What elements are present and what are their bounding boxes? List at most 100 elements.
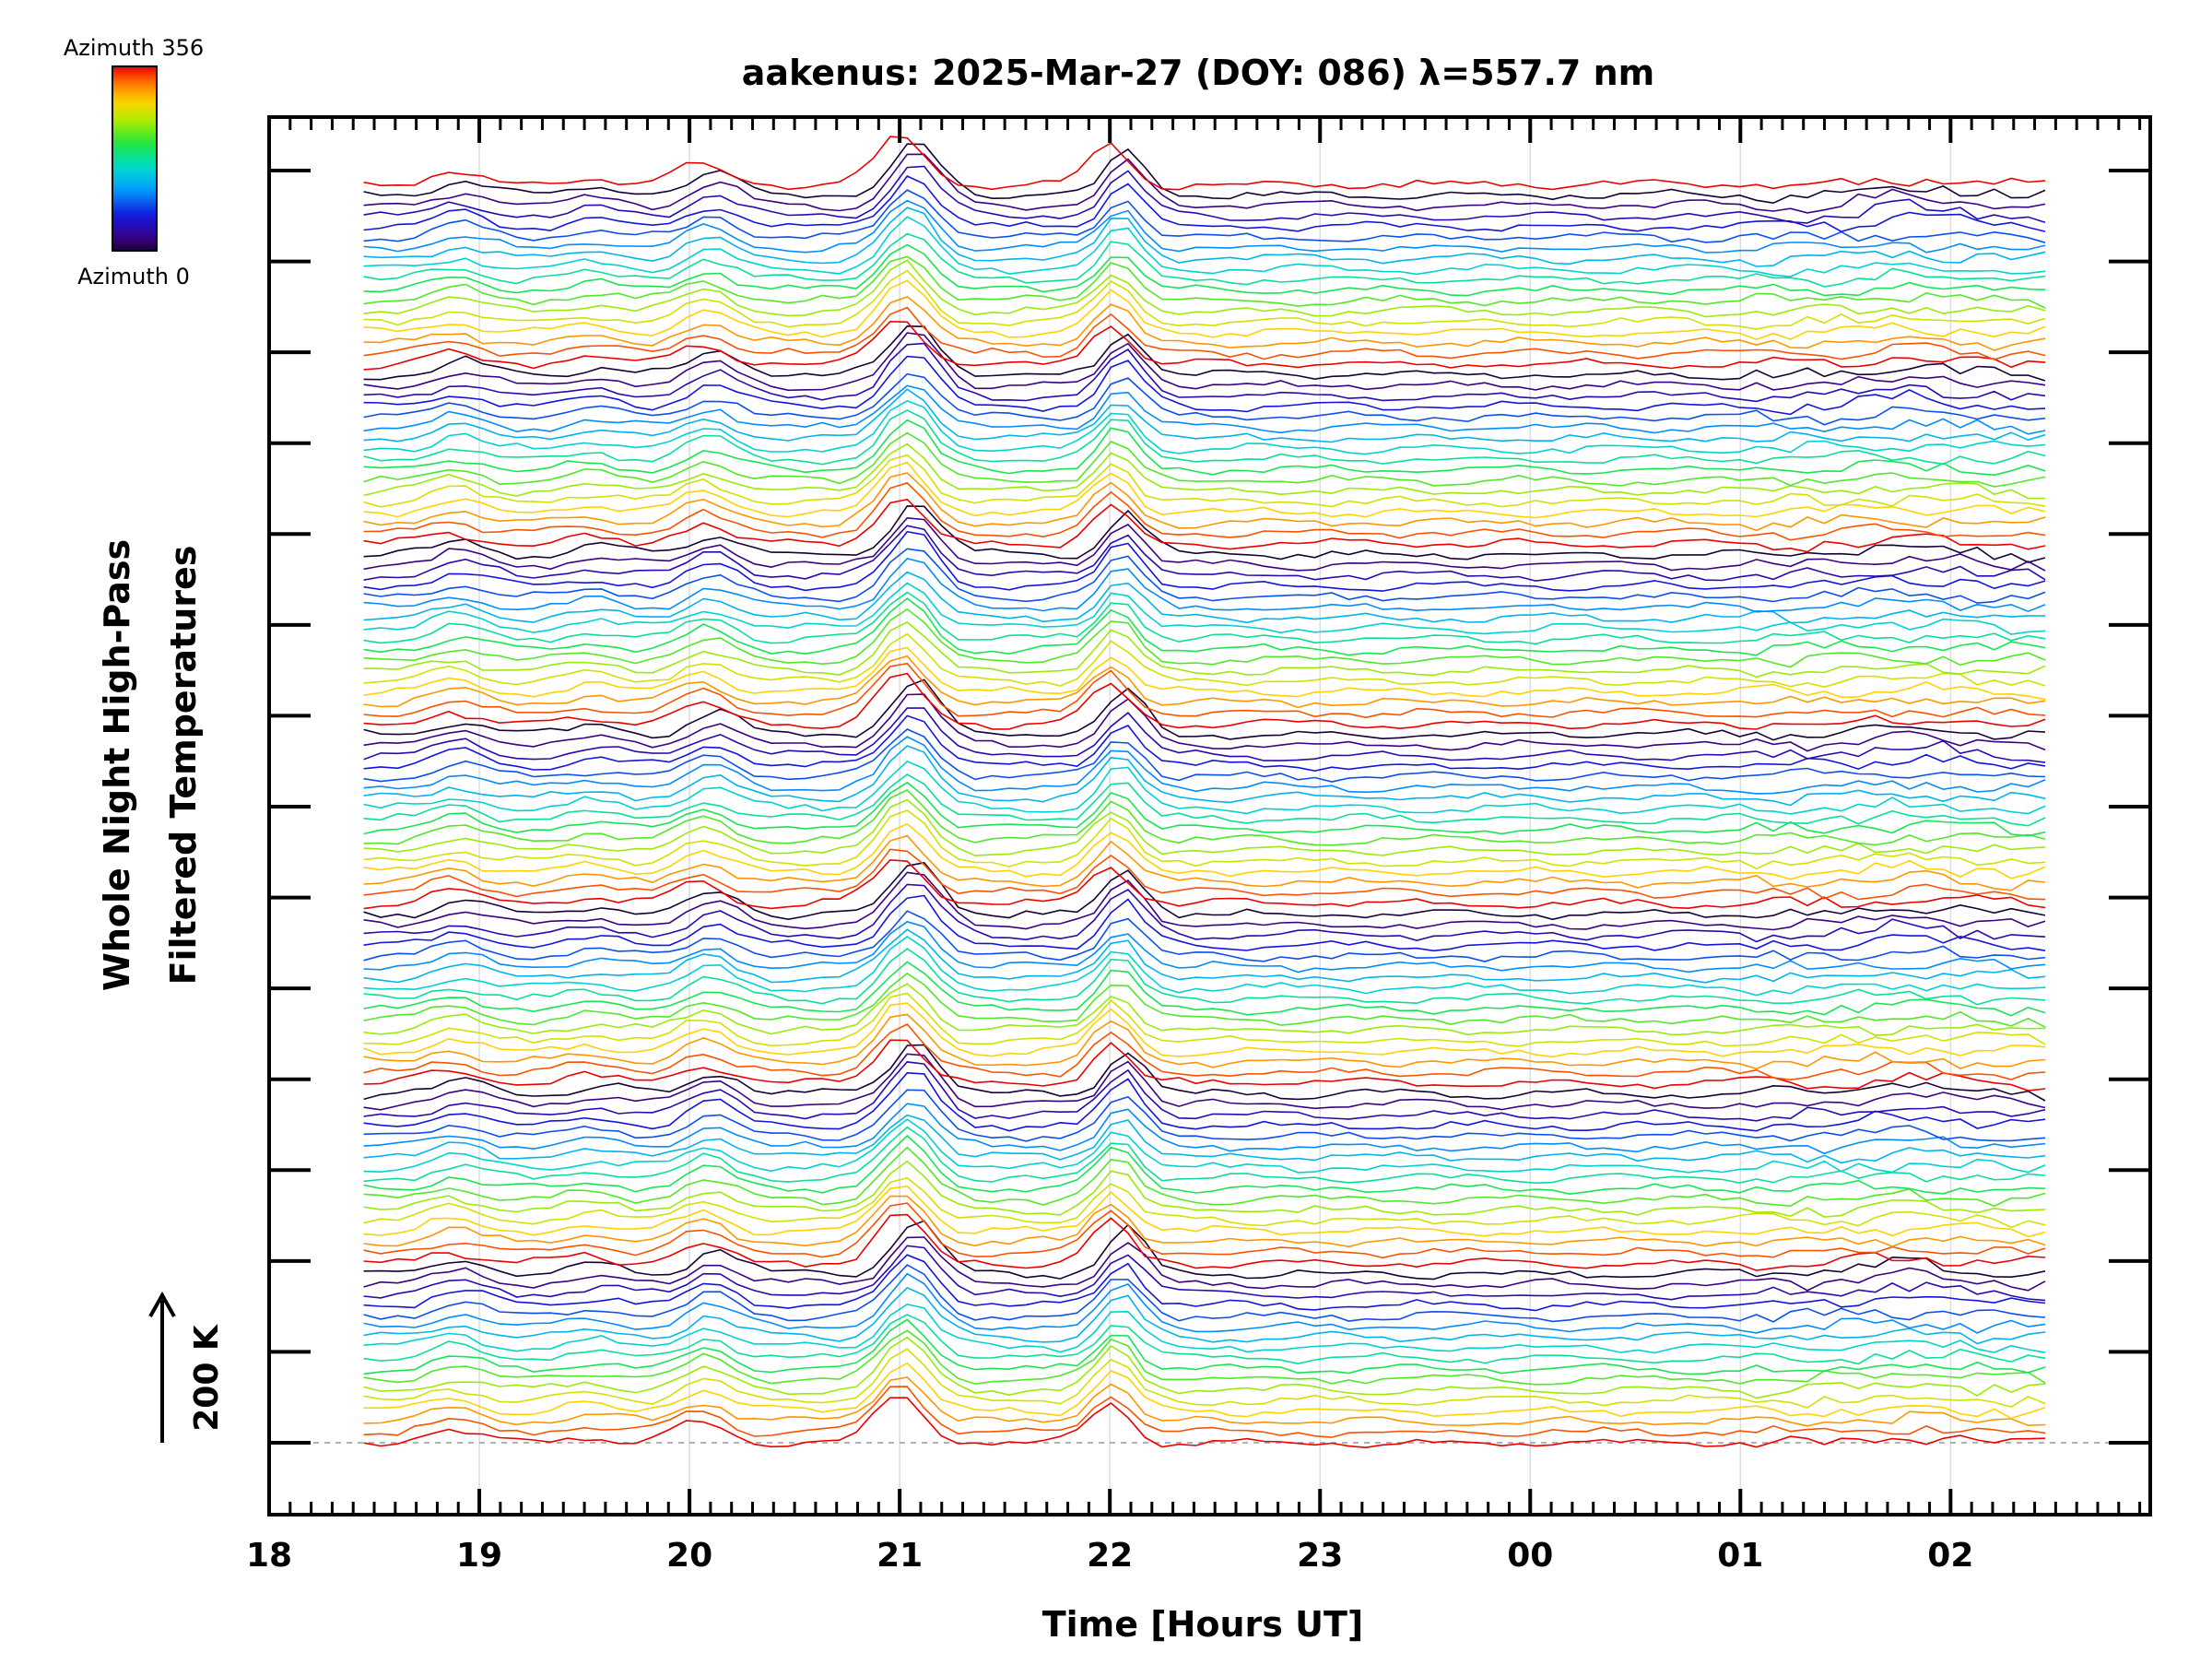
series-line-75	[363, 597, 2046, 656]
series-line-94	[363, 400, 2046, 455]
plot-frame	[267, 115, 2152, 1516]
series-line-54	[363, 822, 2046, 880]
series-line-66	[363, 693, 2046, 752]
series-line-68	[363, 672, 2046, 730]
series-line-85	[363, 498, 2046, 553]
series-line-83	[363, 516, 2046, 572]
series-line-95	[363, 388, 2046, 443]
series-line-109	[363, 243, 2046, 297]
series-line-52	[363, 848, 2046, 901]
series-line-35	[363, 1023, 2046, 1081]
x-tick-label-21: 21	[877, 1537, 923, 1575]
y-axis-label-line2: Filtered Temperatures	[163, 546, 204, 985]
series-line-41	[363, 961, 2046, 1017]
series-line-34	[363, 1039, 2046, 1092]
series-line-2	[363, 1376, 2046, 1427]
series-line-96	[363, 384, 2046, 435]
text-layer: aakenus: 2025-Mar-27 (DOY: 086) λ=557.7 …	[64, 35, 1654, 1645]
series-line-78	[363, 571, 2046, 624]
series-line-79	[363, 558, 2046, 613]
series-line-118	[363, 143, 2046, 205]
series-line-0	[363, 1397, 2046, 1449]
series-line-11	[363, 1272, 2046, 1334]
series-line-77	[363, 582, 2046, 635]
series-line-27	[363, 1114, 2046, 1164]
series-line-107	[363, 259, 2046, 318]
series-line-112	[363, 207, 2046, 267]
series-line-9	[363, 1303, 2046, 1354]
series-line-29	[363, 1089, 2046, 1142]
series-line-103	[363, 306, 2046, 360]
series-line-36	[363, 1013, 2046, 1070]
series-line-60	[363, 760, 2046, 815]
grid-layer	[313, 117, 2150, 1515]
series-line-64	[363, 714, 2046, 773]
series-line-46	[363, 910, 2046, 962]
series-line-39	[363, 983, 2046, 1036]
series-line-14	[363, 1245, 2046, 1302]
series-line-98	[363, 355, 2046, 416]
series-line-63	[363, 728, 2046, 783]
series-line-16	[363, 1220, 2046, 1280]
series-line-76	[363, 591, 2046, 645]
series-line-1	[363, 1386, 2046, 1438]
frame-layer: 18 19 20 21 22 23 00 01 02	[246, 115, 2152, 1575]
series-line-65	[363, 707, 2046, 763]
series-line-30	[363, 1071, 2046, 1132]
series-line-114	[363, 189, 2046, 243]
series-line-48	[363, 883, 2046, 943]
series-line-88	[363, 461, 2046, 519]
series-line-111	[363, 216, 2046, 277]
series-line-57	[363, 789, 2046, 846]
series-line-87	[363, 472, 2046, 532]
series-line-18	[363, 1202, 2046, 1259]
series-line-5	[363, 1336, 2046, 1399]
x-tick-label-19: 19	[456, 1537, 502, 1575]
x-tick-label-22: 22	[1087, 1537, 1133, 1575]
series-line-7	[363, 1318, 2046, 1375]
series-line-81	[363, 530, 2046, 592]
series-line-47	[363, 894, 2046, 952]
series-line-104	[363, 295, 2046, 351]
series-line-72	[363, 632, 2046, 689]
series-line-106	[363, 269, 2046, 330]
series-line-61	[363, 745, 2046, 807]
series-line-17	[363, 1213, 2046, 1271]
series-line-82	[363, 525, 2046, 582]
series-line-89	[363, 454, 2046, 508]
series-line-117	[363, 153, 2046, 214]
series-line-19	[363, 1195, 2046, 1248]
series-line-102	[363, 320, 2046, 371]
x-tick-label-20: 20	[666, 1537, 712, 1575]
series-line-10	[363, 1286, 2046, 1345]
series-line-90	[363, 443, 2046, 500]
series-line-119	[363, 136, 2046, 191]
chart-title: aakenus: 2025-Mar-27 (DOY: 086) λ=557.7 …	[742, 53, 1654, 93]
series-line-59	[363, 773, 2046, 827]
series-line-67	[363, 679, 2046, 741]
y-axis-label-line1: Whole Night High-Pass	[97, 539, 137, 991]
series-line-69	[363, 662, 2046, 719]
series-line-56	[363, 798, 2046, 856]
series-line-49	[363, 871, 2046, 931]
series-line-91	[363, 431, 2046, 488]
series-line-40	[363, 973, 2046, 1028]
colorbar-gradient	[112, 65, 158, 252]
series-line-15	[363, 1236, 2046, 1292]
series-line-53	[363, 834, 2046, 891]
series-line-37	[363, 1002, 2046, 1058]
series-line-51	[363, 858, 2046, 910]
series-line-6	[363, 1329, 2046, 1386]
scale-bar-arrowhead	[148, 1291, 176, 1317]
series-line-8	[363, 1314, 2046, 1365]
series-line-32	[363, 1053, 2046, 1111]
colorbar-top-label: Azimuth 356	[64, 35, 204, 61]
series-line-55	[363, 809, 2046, 870]
series-line-101	[363, 325, 2046, 382]
series-line-4	[363, 1348, 2046, 1409]
series-line-24	[363, 1134, 2046, 1196]
series-line-110	[363, 232, 2046, 288]
series-line-115	[363, 175, 2046, 233]
colorbar	[112, 65, 158, 252]
